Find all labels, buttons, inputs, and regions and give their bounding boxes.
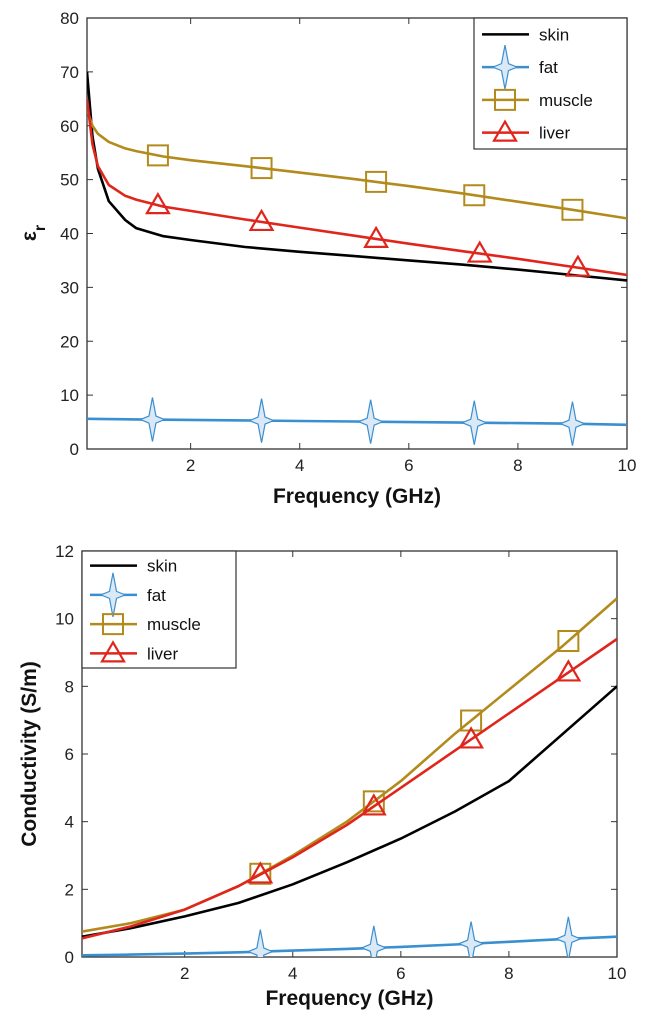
conductivity-marker-fat — [457, 921, 485, 957]
conductivity-marker-liver — [247, 861, 274, 884]
permittivity-legend-label: muscle — [539, 91, 593, 110]
permittivity-series-skin — [87, 71, 627, 282]
permittivity-y-tick-label: 0 — [70, 440, 79, 459]
conductivity-marker-fat — [246, 929, 275, 957]
permittivity-x-tick-label: 8 — [513, 456, 522, 475]
conductivity-line-liver — [82, 637, 617, 940]
conductivity-y-tick-label: 10 — [55, 610, 74, 629]
conductivity-x-tick-label: 10 — [608, 964, 627, 983]
permittivity-y-tick-label: 80 — [60, 9, 79, 28]
conductivity-line-skin — [82, 685, 617, 938]
permittivity-legend-box — [473, 17, 628, 150]
permittivity-legend-marker — [494, 88, 516, 111]
permittivity-marker-liver — [565, 254, 591, 277]
permittivity-legend-item-fat: fat — [482, 45, 558, 90]
conductivity-x-tick-label: 2 — [180, 964, 189, 983]
conductivity-legend-label: skin — [147, 557, 177, 576]
permittivity-marker-muscle — [365, 170, 388, 193]
permittivity-line-fat — [87, 417, 627, 427]
permittivity-marker-liver — [248, 208, 275, 232]
conductivity-series-fat — [82, 916, 617, 957]
permittivity-marker-fat — [356, 399, 385, 444]
permittivity-y-axis-label-subscript: r — [32, 225, 49, 231]
conductivity-y-tick-label: 8 — [65, 677, 74, 696]
permittivity-y-tick-label: 10 — [60, 386, 79, 405]
conductivity-legend-marker — [102, 613, 124, 636]
conductivity-x-tick-label: 8 — [504, 964, 513, 983]
conductivity-chart: 2 4 6 8 10 0 2 4 6 8 10 12 Frequency (GHz) Conductivi… — [18, 542, 626, 1010]
permittivity-legend-label: skin — [539, 25, 569, 44]
permittivity-x-tick-label: 4 — [295, 456, 304, 475]
permittivity-marker-fat — [558, 401, 587, 446]
permittivity-y-tick-label: 50 — [60, 171, 79, 190]
conductivity-y-tick-label: 6 — [65, 745, 74, 764]
conductivity-line-fat — [82, 935, 617, 957]
conductivity-legend-label: liver — [147, 644, 179, 663]
conductivity-marker-liver — [555, 659, 582, 682]
conductivity-y-tick-label: 12 — [55, 542, 74, 561]
permittivity-marker-fat — [460, 400, 488, 445]
conductivity-marker-muscle — [557, 629, 580, 652]
conductivity-legend-label: muscle — [147, 615, 201, 634]
conductivity-marker-fat — [360, 925, 388, 957]
conductivity-legend-item-fat: fat — [90, 572, 166, 617]
permittivity-y-axis-label: εr — [18, 225, 49, 241]
conductivity-marker-muscle — [362, 790, 385, 813]
conductivity-legend-marker — [100, 640, 126, 663]
permittivity-y-tick-label: 30 — [60, 278, 79, 297]
permittivity-line-muscle — [87, 109, 627, 220]
permittivity-legend-item-liver: liver — [482, 119, 571, 143]
permittivity-marker-liver — [145, 191, 171, 215]
permittivity-legend-label: liver — [539, 124, 571, 143]
permittivity-series-muscle — [87, 109, 627, 221]
permittivity-marker-muscle — [146, 144, 169, 167]
permittivity-legend-item-muscle: muscle — [482, 88, 593, 111]
conductivity-series-skin — [82, 685, 617, 938]
permittivity-line-liver — [87, 98, 627, 277]
permittivity-legend-item-skin: skin — [482, 25, 569, 44]
conductivity-y-tick-label: 4 — [65, 813, 74, 832]
conductivity-legend-item-liver: liver — [90, 640, 179, 663]
permittivity-y-tick-label: 60 — [60, 117, 79, 136]
conductivity-legend: skin fat muscle liver — [81, 550, 237, 669]
permittivity-x-axis-label: Frequency (GHz) — [273, 485, 441, 508]
permittivity-legend-marker — [492, 119, 518, 142]
permittivity-legend: skin fat muscle liver — [473, 17, 628, 150]
conductivity-legend-item-muscle: muscle — [90, 613, 201, 636]
permittivity-x-tick-label: 10 — [618, 456, 637, 475]
permittivity-marker-muscle — [561, 198, 584, 221]
permittivity-line-skin — [87, 71, 627, 282]
permittivity-chart: 2 4 6 8 10 0 10 20 30 40 50 60 70 80 Frequency (GHz) εr… — [18, 9, 636, 508]
conductivity-marker-fat — [554, 916, 583, 957]
permittivity-marker-liver — [363, 225, 389, 248]
conductivity-legend-label: fat — [147, 586, 166, 605]
permittivity-y-tick-label: 20 — [60, 332, 79, 351]
conductivity-x-tick-label: 4 — [288, 964, 297, 983]
permittivity-x-tick-label: 6 — [404, 456, 413, 475]
conductivity-marker-liver — [458, 726, 484, 749]
permittivity-series-liver — [87, 98, 627, 277]
permittivity-y-tick-label: 40 — [60, 225, 79, 244]
permittivity-marker-fat — [138, 397, 167, 442]
conductivity-series-liver — [82, 637, 617, 940]
permittivity-y-tick-label: 70 — [60, 63, 79, 82]
permittivity-legend-label: fat — [539, 58, 558, 77]
permittivity-series-fat — [87, 397, 627, 446]
conductivity-y-tick-label: 2 — [65, 880, 74, 899]
conductivity-marker-liver — [360, 793, 387, 816]
permittivity-marker-muscle — [250, 157, 273, 180]
permittivity-marker-muscle — [463, 184, 486, 207]
permittivity-marker-liver — [466, 240, 493, 263]
conductivity-x-tick-label: 6 — [396, 964, 405, 983]
conductivity-x-axis-label: Frequency (GHz) — [265, 987, 433, 1010]
conductivity-y-tick-label: 0 — [65, 948, 74, 967]
permittivity-x-tick-label: 2 — [186, 456, 195, 475]
permittivity-marker-fat — [247, 398, 276, 443]
conductivity-legend-item-skin: skin — [90, 557, 177, 576]
conductivity-legend-box — [81, 550, 237, 669]
conductivity-y-axis-label: Conductivity (S/m) — [18, 661, 41, 847]
conductivity-legend-marker — [99, 572, 127, 617]
